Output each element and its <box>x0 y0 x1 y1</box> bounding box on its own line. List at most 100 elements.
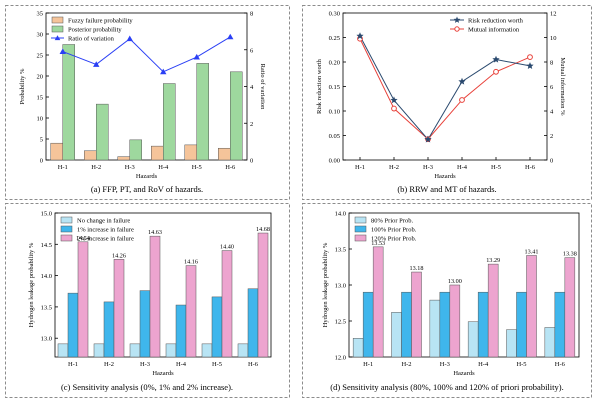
b-legend-marker-0 <box>453 16 461 23</box>
c-legend-label-2: 2% increase in failure <box>77 236 134 243</box>
a-legend-label-2: Ratio of variation <box>68 36 115 43</box>
c-ytick-label-1: 13.5 <box>41 304 52 311</box>
c-bar-s2-3 <box>185 265 197 358</box>
b-mi-point-1 <box>391 105 397 112</box>
c-ylabel: Hydrogen leakage probability % <box>28 242 35 327</box>
d-legend-label-1: 100% Prior Prob. <box>371 227 417 234</box>
b-rrw-point-4 <box>492 55 500 63</box>
d-legend-swatch-1 <box>354 225 367 233</box>
c-bar-s1-1 <box>103 301 115 358</box>
a-xtick-label-1: H-2 <box>91 164 101 171</box>
d-bar-s0-4 <box>506 329 517 358</box>
a-xlabel: Hazards <box>136 173 158 180</box>
d-ytick-label-2: 13.0 <box>335 283 346 290</box>
b-y2label: Mutual information % <box>559 57 566 116</box>
b-legend-label-1: Mutual information <box>468 27 520 34</box>
c-legend-label-1: 1% increase in failure <box>77 227 134 234</box>
d-bar-s0-3 <box>467 321 479 358</box>
d-legend-swatch-2 <box>354 234 367 242</box>
d-data-label-5: 13.38 <box>563 251 577 258</box>
b-rrw-point-5 <box>526 62 534 69</box>
a-bar-pt-5 <box>230 71 243 161</box>
a-rov-point-5 <box>227 33 234 40</box>
a-ytick-label-4: 20 <box>37 74 44 81</box>
caption-d: (d) Sensitivity analysis (80%, 100% and … <box>330 382 563 392</box>
b-xtick-label-5: H-6 <box>525 164 536 171</box>
c-bar-s1-5 <box>247 288 259 358</box>
b-ytick-label-3: 0.15 <box>329 84 340 91</box>
c-bar-s0-2 <box>129 343 141 358</box>
c-bar-s2-1 <box>113 259 125 358</box>
c-bar-s1-0 <box>67 292 79 358</box>
b-rrw-point-1 <box>390 96 398 104</box>
caption-b: (b) RRW and MT of hazards. <box>397 184 496 194</box>
c-xtick-label-3: H-4 <box>176 361 187 368</box>
b-ytick-label-6: 0.30 <box>329 11 340 18</box>
b-legend-marker-1 <box>454 26 460 32</box>
a-ytick-label-0: 0 <box>40 158 43 165</box>
a-rov-line <box>62 36 231 73</box>
b-y2tick-label-6: 12 <box>550 11 557 18</box>
b-xtick-label-1: H-2 <box>389 164 399 171</box>
d-xtick-label-4: H-5 <box>516 361 526 368</box>
d-ytick-label-4: 14.0 <box>335 211 346 218</box>
a-bar-ffp-4 <box>184 144 197 161</box>
a-xtick-label-5: H-6 <box>225 164 236 171</box>
d-data-label-1: 13.18 <box>410 265 424 272</box>
b-xtick-label-2: H-3 <box>423 164 433 171</box>
d-data-label-3: 13.29 <box>486 257 500 264</box>
d-bar-s2-4 <box>526 255 537 358</box>
c-bar-s0-3 <box>165 343 177 358</box>
b-xtick-label-3: H-4 <box>457 164 468 171</box>
d-bar-s0-1 <box>391 312 402 358</box>
b-ytick-label-2: 0.10 <box>329 109 340 116</box>
d-xtick-label-5: H-6 <box>555 361 566 368</box>
b-xtick-label-0: H-1 <box>355 164 365 171</box>
d-xtick-label-1: H-2 <box>401 361 411 368</box>
c-ytick-label-2: 14.0 <box>41 273 52 280</box>
a-bar-pt-1 <box>96 103 109 161</box>
d-bar-s2-2 <box>449 284 461 358</box>
panel-c-frame <box>5 203 290 398</box>
a-bar-ffp-3 <box>151 145 164 161</box>
c-bar-s0-4 <box>201 343 213 358</box>
a-xtick-label-2: H-3 <box>125 164 135 171</box>
panel-b: 0.00 0.05 0.10 0.15 0.20 0.25 0.30 H-1 H-2 H-3 H-4… <box>316 11 566 181</box>
a-bar-pt-0 <box>62 44 75 161</box>
a-y2label: Ratio of variation <box>259 64 266 111</box>
c-bar-s2-5 <box>257 232 269 358</box>
c-bar-s0-0 <box>57 343 69 358</box>
a-xtick-label-0: H-1 <box>58 164 68 171</box>
c-bar-s1-2 <box>139 290 151 358</box>
d-bar-s1-5 <box>554 291 566 358</box>
b-y2tick-label-0: 0 <box>550 158 553 165</box>
b-y2tick-label-1: 2 <box>550 133 553 140</box>
c-xtick-label-5: H-6 <box>248 361 259 368</box>
b-y2tick-label-4: 8 <box>550 60 553 67</box>
c-xtick-label-4: H-5 <box>212 361 222 368</box>
panel-b-frame <box>302 5 592 200</box>
a-bar-pt-4 <box>196 63 209 161</box>
a-bar-pt-2 <box>129 139 142 161</box>
b-y2tick-label-3: 6 <box>550 84 554 91</box>
d-bar-s1-3 <box>477 291 489 358</box>
b-mi-point-3 <box>459 97 465 103</box>
b-rrw-point-2 <box>424 135 432 143</box>
c-ytick-label-0: 13.0 <box>41 336 52 343</box>
a-y2tick-label-2: 4 <box>250 84 254 91</box>
d-xlabel: Hazards <box>453 370 475 377</box>
b-y2tick-label-5: 10 <box>550 35 557 42</box>
a-bar-ffp-5 <box>218 147 231 161</box>
d-xtick-label-2: H-3 <box>440 361 450 368</box>
caption-a: (a) FFP, PT, and RoV of hazards. <box>91 184 203 194</box>
a-legend-swatch-1 <box>51 25 64 33</box>
a-y2tick-label-4: 8 <box>250 11 253 18</box>
b-legend-label-0: Risk reduction worth <box>468 18 524 25</box>
d-data-label-2: 13.00 <box>448 278 462 285</box>
b-rrw-line <box>359 35 531 141</box>
c-legend-swatch-1 <box>60 225 73 233</box>
b-xlabel: Hazards <box>434 173 456 180</box>
d-bar-s1-0 <box>362 291 374 358</box>
c-ytick-label-4: 15.0 <box>41 211 52 218</box>
